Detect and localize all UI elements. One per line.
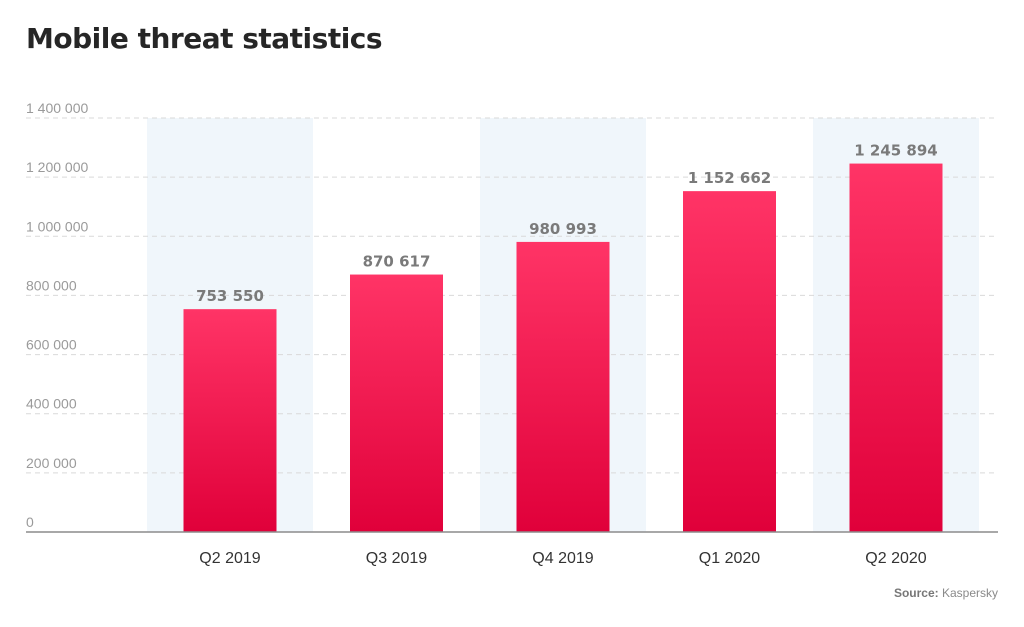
bar-value-label: 1 245 894 — [854, 142, 938, 160]
chart-title: Mobile threat statistics — [26, 22, 383, 55]
bar-value-label: 753 550 — [196, 287, 264, 305]
category-label: Q2 2019 — [199, 550, 260, 567]
y-tick-label: 1 000 000 — [26, 218, 88, 234]
category-label: Q2 2020 — [865, 550, 926, 567]
bar-value-label: 1 152 662 — [688, 169, 772, 187]
y-tick-label: 400 000 — [26, 396, 77, 412]
bar — [183, 309, 277, 532]
y-tick-label: 200 000 — [26, 455, 77, 471]
source-label: Source: — [893, 586, 939, 600]
source-note: Source: Kaspersky — [894, 586, 998, 600]
y-tick-label: 0 — [26, 514, 34, 530]
bar — [683, 191, 776, 533]
bar-value-label: 870 617 — [363, 253, 431, 271]
bar — [849, 163, 943, 532]
y-tick-label: 800 000 — [26, 277, 77, 293]
category-label: Q4 2019 — [532, 550, 593, 567]
y-tick-label: 1 200 000 — [26, 159, 88, 175]
source-value: Kaspersky — [941, 586, 998, 600]
bar-value-label: 980 993 — [529, 220, 597, 238]
bar — [516, 241, 610, 532]
y-tick-label: 600 000 — [26, 337, 77, 353]
y-tick-label: 1 400 000 — [26, 100, 88, 116]
category-label: Q1 2020 — [699, 550, 760, 567]
bar — [350, 274, 443, 532]
category-label: Q3 2019 — [366, 550, 427, 567]
